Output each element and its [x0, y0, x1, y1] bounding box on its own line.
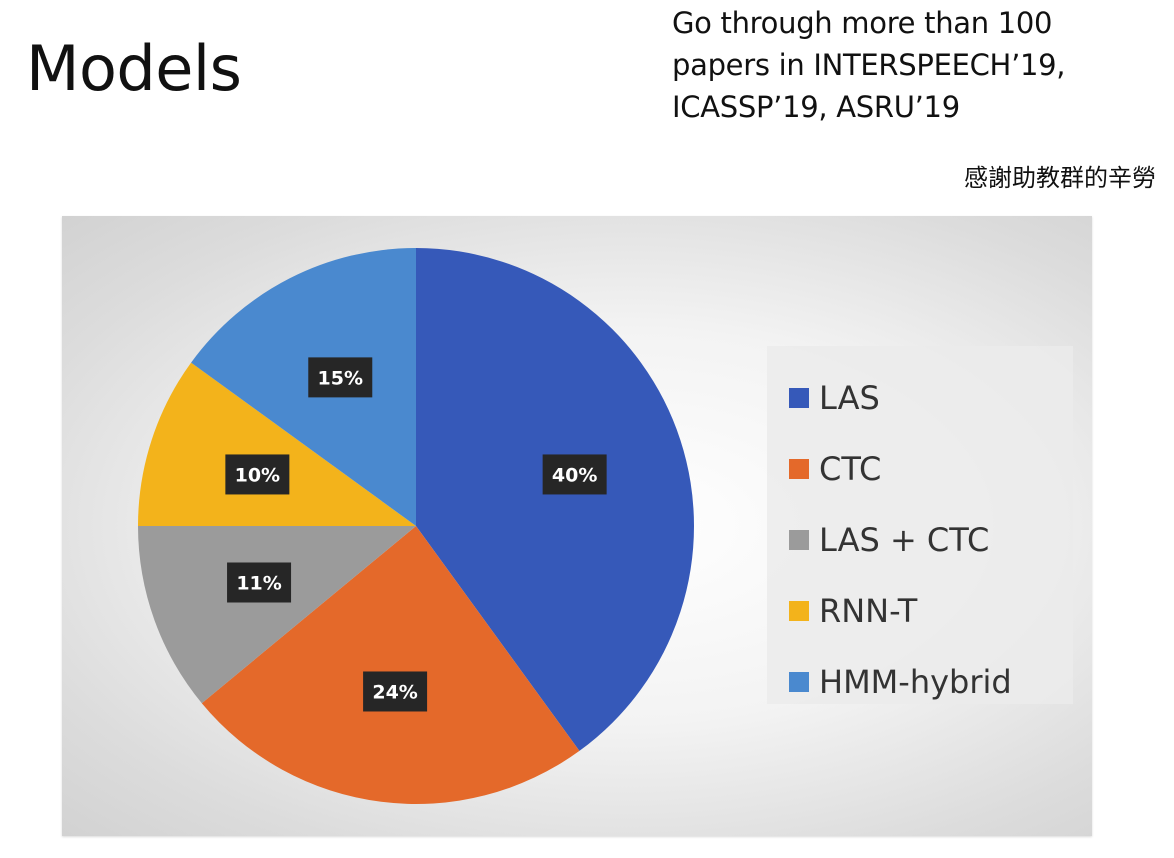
pie-chart: 40% 24% 11% 10% 15% — [138, 248, 694, 804]
legend-label: RNN-T — [819, 591, 918, 630]
legend-item-hmm-hybrid: HMM-hybrid — [789, 646, 1073, 717]
legend-swatch — [789, 671, 809, 692]
data-label-text: 10% — [235, 464, 280, 486]
legend-item-las-ctc: LAS + CTC — [789, 504, 1073, 575]
pie-slice-hmm-hybrid — [191, 248, 416, 526]
pie-slice-rnn-t — [138, 362, 416, 526]
data-label-box — [363, 671, 428, 712]
legend-label: LAS — [819, 378, 880, 417]
data-label-text: 15% — [318, 367, 363, 389]
pie-slice-ctc — [201, 526, 580, 804]
data-label-ctc: 24% — [363, 671, 428, 712]
legend-swatch — [789, 387, 809, 408]
legend-swatch — [789, 458, 809, 479]
data-label-las-ctc: 11% — [227, 562, 292, 603]
survey-note-line: ICASSP’19, ASRU’19 — [672, 90, 960, 124]
pie-slice-las — [416, 248, 694, 751]
thanks-note: 感謝助教群的辛勞 — [964, 164, 1156, 192]
data-label-text: 24% — [372, 681, 417, 703]
legend-swatch — [789, 600, 809, 621]
data-label-las: 40% — [542, 454, 607, 495]
data-label-text: 11% — [236, 573, 281, 595]
data-label-rnn-t: 10% — [225, 454, 290, 495]
survey-note-line: papers in INTERSPEECH’19, — [672, 48, 1066, 82]
legend-label: HMM-hybrid — [819, 662, 1012, 701]
data-label-box — [227, 562, 292, 603]
survey-note: Go through more than 100 papers in INTER… — [672, 2, 1172, 128]
data-label-box — [542, 454, 607, 495]
data-label-hmm-hybrid: 15% — [308, 357, 373, 398]
data-label-text: 40% — [552, 464, 597, 486]
legend-swatch — [789, 529, 809, 550]
legend-label: LAS + CTC — [819, 520, 990, 559]
data-label-box — [225, 454, 290, 495]
survey-note-line: Go through more than 100 — [672, 6, 1053, 40]
slide-title: Models — [26, 32, 242, 105]
pie-slice-las-ctc — [138, 526, 416, 704]
legend-item-las: LAS — [789, 362, 1073, 433]
chart-frame: 40% 24% 11% 10% 15% LAS CTC LAS + CTC RNN-T … — [62, 216, 1092, 836]
legend-label: CTC — [819, 449, 882, 488]
legend-item-ctc: CTC — [789, 433, 1073, 504]
legend-item-rnn-t: RNN-T — [789, 575, 1073, 646]
data-label-box — [308, 357, 373, 398]
chart-legend: LAS CTC LAS + CTC RNN-T HMM-hybrid — [767, 346, 1073, 704]
